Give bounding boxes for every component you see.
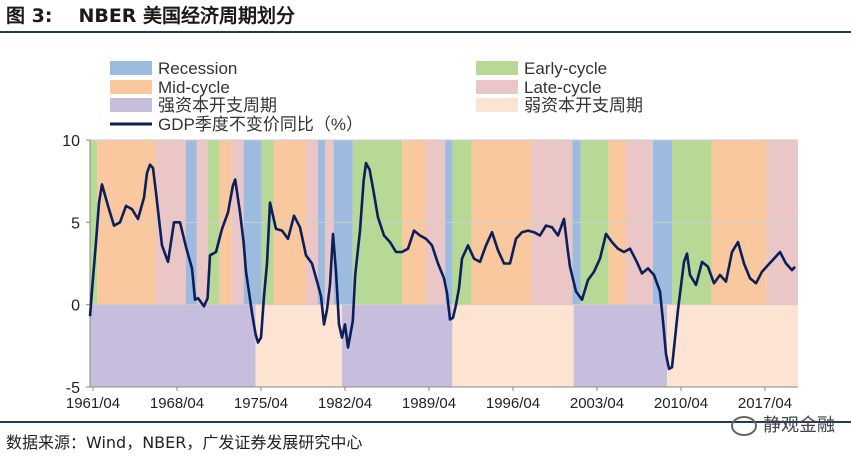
y-tick-label: 0 [71, 298, 80, 315]
legend-label-late: Late-cycle [524, 78, 601, 97]
legend-swatch-weak [476, 98, 518, 112]
x-tick-label: 1968/04 [150, 395, 204, 412]
watermark-text: 静观金融 [763, 415, 835, 436]
capex-band-strong [573, 304, 668, 387]
watermark: 静观金融 [731, 413, 835, 439]
gdp-series [88, 161, 796, 371]
x-tick-label: 2010/04 [654, 395, 708, 412]
x-tick-label: 1989/04 [402, 395, 456, 412]
figure-caption: NBER 美国经济周期划分 [78, 5, 296, 27]
wechat-icon [731, 416, 757, 436]
capex-band-weak [255, 304, 342, 387]
figure-number: 图 3: [6, 5, 53, 27]
y-tick-label: 10 [62, 133, 80, 150]
x-tick-label: 1996/04 [486, 395, 540, 412]
y-tick-label: -5 [66, 380, 80, 397]
legend-label-weak: 弱资本开支周期 [524, 96, 643, 115]
capex-band-strong [342, 304, 453, 387]
legend-label-mid: Mid-cycle [158, 78, 230, 97]
cycle-phase-bands [90, 140, 798, 387]
x-tick-label: 1975/04 [234, 395, 288, 412]
gridlines [90, 139, 798, 306]
capex-band-strong [90, 304, 256, 387]
figure-title: 图 3: NBER 美国经济周期划分 [6, 3, 295, 29]
legend-label-early: Early-cycle [524, 59, 607, 78]
legend-swatch-late [476, 80, 518, 94]
legend-swatch-early [476, 61, 518, 75]
capex-band-weak [452, 304, 574, 387]
capex-band-weak [667, 304, 798, 387]
legend-swatch-recession [110, 61, 152, 75]
legend-label-strong: 强资本开支周期 [158, 96, 277, 115]
legend-swatch-strong [110, 98, 152, 112]
source-note: 数据来源：Wind，NBER，广发证券发展研究中心 [6, 433, 363, 452]
title-divider [0, 31, 851, 33]
y-tick-label: 5 [71, 215, 80, 232]
x-tick-label: 2017/04 [738, 395, 792, 412]
x-tick-label: 1961/04 [66, 395, 120, 412]
legend-label-gdp: GDP季度不变价同比（%） [158, 115, 363, 134]
legend-label-recession: Recession [158, 59, 237, 78]
gdp-line [88, 161, 796, 371]
bottom-divider [0, 421, 851, 423]
legend-swatch-mid [110, 80, 152, 94]
chart-axes: -5 0 5 10 1961/04 1968/04 1975/04 1982/04 1989/0… [62, 133, 798, 412]
chart-legend: Recession Early-cycle Mid-cycle Late-cycle 强… [110, 59, 643, 134]
x-tick-label: 2003/04 [570, 395, 624, 412]
x-tick-label: 1982/04 [318, 395, 372, 412]
